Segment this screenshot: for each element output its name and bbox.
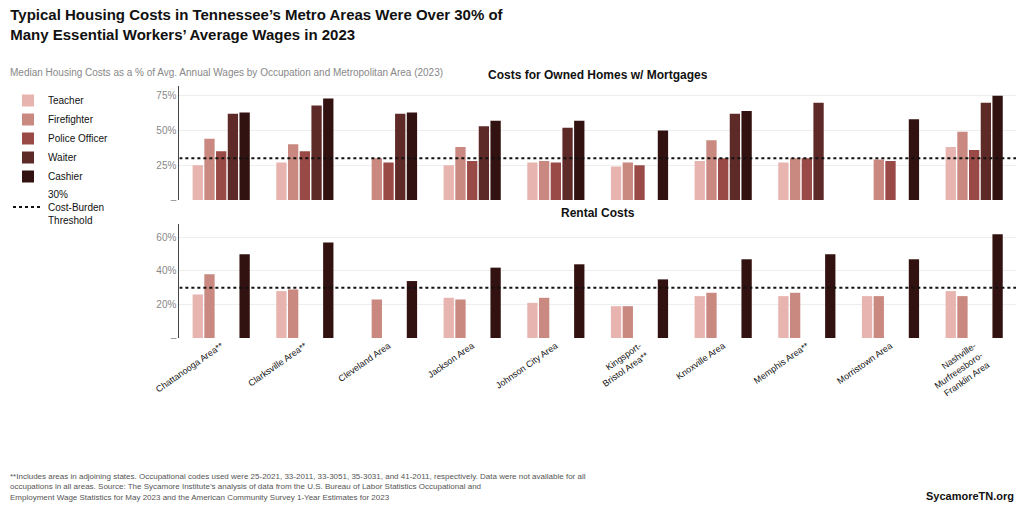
svg-text:Johnson City Area: Johnson City Area: [494, 341, 560, 391]
svg-text:30%Cost-BurdenThreshold: 30%Cost-BurdenThreshold: [48, 189, 104, 226]
svg-text:60%: 60%: [156, 232, 176, 243]
svg-text:20%: 20%: [156, 299, 176, 310]
svg-text:Costs for Owned Homes w/ Mortg: Costs for Owned Homes w/ Mortgages: [488, 68, 708, 82]
svg-text:–: –: [171, 194, 177, 205]
svg-text:Nashville-Murfreesboro-Frankli: Nashville-Murfreesboro-Franklin Area: [926, 341, 991, 401]
svg-text:Cashier: Cashier: [48, 171, 83, 182]
svg-text:**Includes areas in adjoining: **Includes areas in adjoining states. Oc…: [10, 472, 586, 502]
svg-text:Clarksville Area**: Clarksville Area**: [246, 340, 309, 388]
svg-text:Kingsport-Bristol Area**: Kingsport-Bristol Area**: [594, 340, 650, 388]
svg-text:Firefighter: Firefighter: [48, 114, 94, 125]
svg-text:Knoxville Area: Knoxville Area: [674, 341, 726, 382]
svg-text:–: –: [171, 332, 177, 343]
svg-text:Memphis Area**: Memphis Area**: [752, 340, 811, 385]
svg-text:50%: 50%: [156, 125, 176, 136]
svg-text:40%: 40%: [156, 265, 176, 276]
svg-text:Teacher: Teacher: [48, 95, 84, 106]
svg-text:Jackson Area: Jackson Area: [426, 341, 476, 380]
svg-text:Median Housing Costs as a % of: Median Housing Costs as a % of Avg. Annu…: [10, 67, 443, 78]
svg-text:Cleveland Area: Cleveland Area: [337, 341, 393, 384]
svg-text:Rental Costs: Rental Costs: [561, 206, 635, 220]
svg-text:25%: 25%: [156, 160, 176, 171]
svg-text:Morristown Area: Morristown Area: [835, 341, 894, 386]
svg-text:SycamoreTN.org: SycamoreTN.org: [926, 490, 1014, 502]
svg-text:Chattanooga Area**: Chattanooga Area**: [154, 340, 225, 394]
svg-text:Waiter: Waiter: [48, 152, 77, 163]
svg-text:75%: 75%: [156, 90, 176, 101]
svg-text:Police Officer: Police Officer: [48, 133, 108, 144]
svg-text:Typical Housing Costs in Tenne: Typical Housing Costs in Tennessee’s Met…: [10, 6, 503, 43]
